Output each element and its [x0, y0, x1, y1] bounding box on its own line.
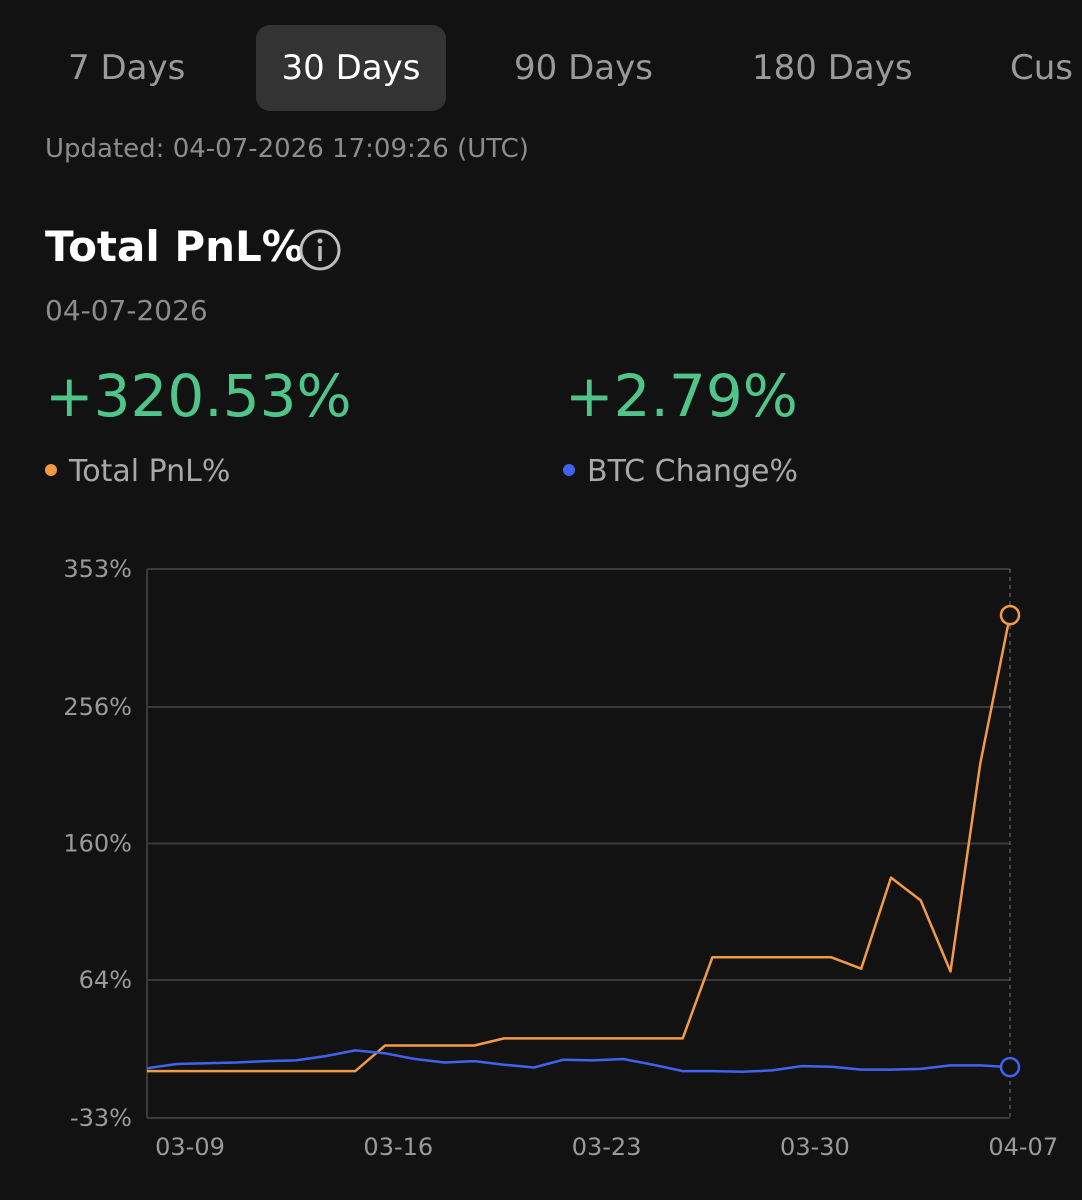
tab-custom[interactable]: Cus: [1010, 48, 1074, 88]
info-icon[interactable]: [298, 228, 342, 272]
tab-30-days[interactable]: 30 Days: [256, 25, 446, 111]
metric-date: 04-07-2026: [45, 294, 208, 327]
tab-180-days[interactable]: 180 Days: [752, 48, 913, 88]
tab-90-days[interactable]: 90 Days: [514, 48, 653, 88]
x-tick-label: 04-07: [988, 1133, 1058, 1161]
updated-timestamp: Updated: 04-07-2026 17:09:26 (UTC): [45, 134, 529, 164]
legend-dot-orange: [45, 463, 57, 476]
legend-btc-change: BTC Change%: [563, 454, 798, 489]
y-tick-label: -33%: [70, 1104, 132, 1132]
btc-change-value: +2.79%: [565, 362, 798, 430]
y-tick-label: 353%: [63, 555, 132, 583]
x-tick-label: 03-30: [780, 1133, 850, 1161]
x-tick-label: 03-16: [363, 1133, 433, 1161]
y-tick-label: 256%: [63, 693, 132, 721]
series-line-0: [147, 614, 1012, 1073]
x-tick-label: 03-09: [155, 1133, 225, 1161]
total-pnl-value: +320.53%: [45, 362, 352, 430]
legend-btc-change-label: BTC Change%: [587, 454, 798, 489]
tab-7-days[interactable]: 7 Days: [68, 48, 186, 88]
metric-title: Total PnL%: [45, 222, 304, 271]
y-tick-label: 64%: [79, 966, 132, 994]
legend-total-pnl: Total PnL%: [45, 454, 230, 489]
period-tabs: 7 Days 30 Days 90 Days 180 Days Cus: [0, 0, 1082, 130]
end-marker-0: [999, 604, 1021, 626]
y-tick-label: 160%: [63, 830, 132, 858]
legend-dot-blue: [563, 463, 575, 476]
series-line-1: [146, 1049, 1011, 1074]
legend-total-pnl-label: Total PnL%: [69, 454, 231, 489]
end-marker-1: [999, 1056, 1021, 1078]
pnl-line-chart: 353% 256% 160% 64% -33% 03-09 03-16 03-23 03-30 0…: [63, 555, 1058, 1161]
x-tick-label: 03-23: [572, 1133, 642, 1161]
